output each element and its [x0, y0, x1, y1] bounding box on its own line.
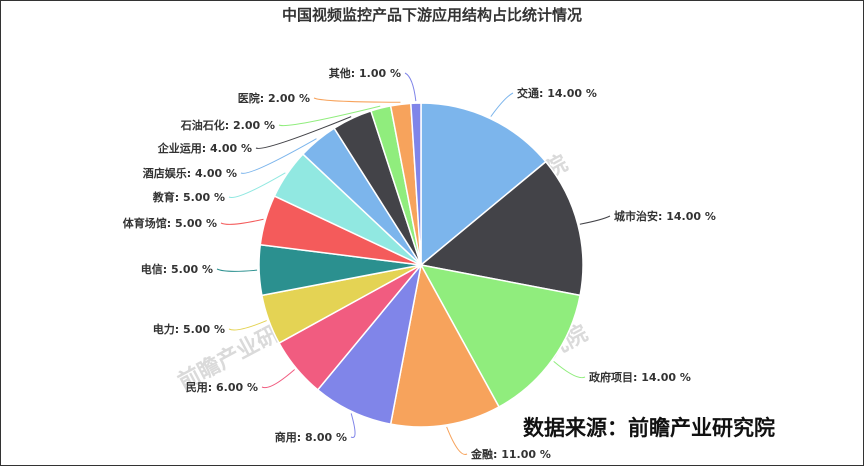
- slice-label: 商用: 8.00 %: [275, 430, 347, 444]
- slice-label: 电信: 5.00 %: [141, 262, 213, 276]
- slice-label: 电力: 5.00 %: [153, 322, 225, 336]
- slice-label: 酒店娱乐: 4.00 %: [143, 166, 237, 180]
- pie-slice: [419, 263, 582, 408]
- slice-label: 医院: 2.00 %: [238, 91, 310, 105]
- slice-label: 石油石化: 2.00 %: [180, 118, 275, 132]
- label-connector: [404, 72, 417, 102]
- label-connector: [261, 369, 295, 389]
- slice-label: 金融: 11.00 %: [470, 447, 551, 461]
- label-connector: [579, 215, 611, 225]
- data-source: 数据来源：前瞻产业研究院: [523, 416, 775, 440]
- label-connector: [240, 138, 317, 174]
- slice-label: 其他: 1.00 %: [329, 66, 401, 80]
- label-connector: [220, 218, 264, 225]
- label-connector: [490, 92, 514, 117]
- label-connector: [216, 268, 258, 272]
- label-connector: [228, 320, 267, 331]
- slice-label: 民用: 6.00 %: [186, 381, 258, 394]
- label-connector: [350, 413, 356, 439]
- chart-title: 中国视频监控产品下游应用结构占比统计情况: [281, 6, 582, 24]
- pie-slice: [419, 160, 584, 297]
- slice-label: 体育场馆: 5.00 %: [123, 216, 217, 230]
- label-connector: [255, 116, 352, 149]
- slice-label: 企业运用: 4.00 %: [157, 141, 252, 155]
- slice-label: 交通: 14.00 %: [517, 86, 597, 100]
- pie-slice: [410, 102, 422, 266]
- label-connector: [313, 97, 401, 103]
- label-connector: [278, 105, 381, 127]
- label-connector: [228, 172, 286, 198]
- label-connector: [553, 361, 586, 379]
- slice-label: 城市治安: 14.00 %: [614, 209, 716, 223]
- pie-slice: [389, 262, 501, 428]
- pie-slice: [420, 102, 547, 267]
- slice-label: 政府项目: 14.00 %: [589, 370, 691, 384]
- label-connector: [446, 426, 468, 455]
- slice-label: 教育: 5.00 %: [152, 190, 225, 204]
